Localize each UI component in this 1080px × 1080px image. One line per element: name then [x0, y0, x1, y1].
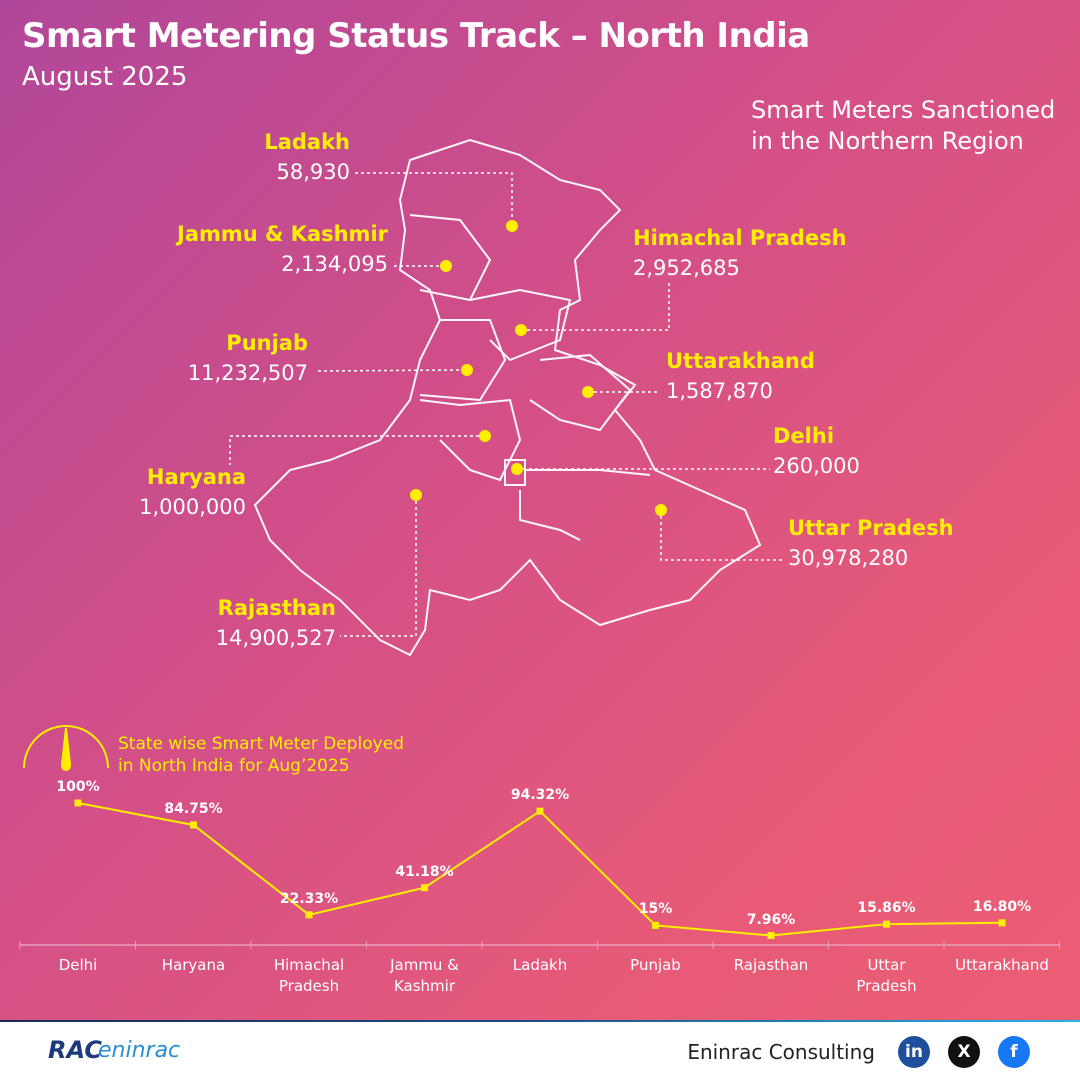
x-tick-label: Rajasthan — [733, 956, 809, 974]
state-name: Jammu & Kashmir — [177, 222, 388, 246]
value-label: 15.86% — [857, 900, 916, 917]
state-name: Uttarakhand — [666, 349, 815, 373]
state-dot — [410, 489, 422, 501]
map-caption: Smart Meters Sanctioned in the Northern … — [751, 96, 1056, 155]
title: Smart Metering Status Track – North Indi… — [22, 16, 810, 56]
value-label: 15% — [638, 901, 673, 918]
leader-lines — [229, 172, 785, 637]
state-dot — [582, 386, 594, 398]
x-tick-label: Ladakh — [512, 956, 568, 974]
state-name: Haryana — [146, 465, 246, 489]
value-label: 100% — [56, 779, 100, 795]
state-value: 11,232,507 — [187, 361, 308, 385]
subtitle: August 2025 — [22, 62, 188, 92]
state-value: 2,134,095 — [281, 252, 388, 276]
state-name: Himachal Pradesh — [633, 226, 847, 250]
state-dot — [506, 220, 518, 232]
value-label: 22.33% — [279, 890, 339, 907]
state-value: 2,952,685 — [633, 256, 740, 280]
value-label: 94.32% — [510, 787, 570, 804]
state-name: Ladakh — [264, 130, 350, 154]
state-dot — [515, 324, 527, 336]
state-value: 260,000 — [773, 454, 860, 478]
facebook-icon[interactable]: f — [998, 1036, 1030, 1068]
state-dot — [655, 504, 667, 516]
x-tick-label: Haryana — [161, 956, 226, 974]
point — [190, 821, 197, 829]
point — [74, 799, 82, 807]
point — [767, 932, 775, 940]
state-dot — [440, 260, 452, 272]
gauge-icon — [23, 725, 109, 771]
state-name: Delhi — [773, 424, 835, 448]
map-outline — [253, 138, 762, 657]
state-value: 1,000,000 — [139, 495, 246, 519]
point — [536, 807, 544, 815]
state-dot — [479, 430, 491, 442]
state-dot — [511, 463, 523, 475]
point — [883, 920, 890, 928]
value-label: 84.75% — [164, 800, 223, 817]
logo-mark: RAC — [48, 1036, 102, 1064]
x-tick-label: Himachal Pradesh — [273, 956, 345, 995]
x-icon[interactable]: X — [948, 1036, 980, 1068]
state-dot — [461, 364, 473, 376]
company-name: Eninrac Consulting — [687, 1040, 875, 1064]
x-tick-label: Punjab — [630, 956, 681, 974]
linkedin-icon[interactable]: in — [898, 1036, 930, 1068]
point — [998, 919, 1006, 927]
state-value: 30,978,280 — [788, 546, 909, 570]
logo-text: eninrac — [98, 1038, 181, 1063]
x-tick-label: Uttarakhand — [955, 956, 1049, 974]
x-tick-label: Uttar Pradesh — [856, 956, 917, 995]
value-label: 16.80% — [972, 898, 1032, 915]
state-name: Rajasthan — [217, 596, 336, 620]
point — [305, 911, 313, 919]
state-value: 1,587,870 — [666, 379, 773, 403]
state-name: Punjab — [226, 331, 308, 355]
point — [421, 884, 428, 892]
state-name: Uttar Pradesh — [788, 516, 954, 540]
state-value: 14,900,527 — [215, 626, 336, 650]
x-tick-label: Jammu & Kashmir — [390, 956, 459, 995]
chart-title: State wise Smart Meter Deployed in North… — [118, 734, 404, 776]
value-label: 7.96% — [746, 911, 796, 928]
value-label: 41.18% — [395, 863, 454, 880]
state-value: 58,930 — [276, 160, 350, 184]
x-tick-label: Delhi — [58, 956, 98, 974]
point — [652, 921, 659, 929]
